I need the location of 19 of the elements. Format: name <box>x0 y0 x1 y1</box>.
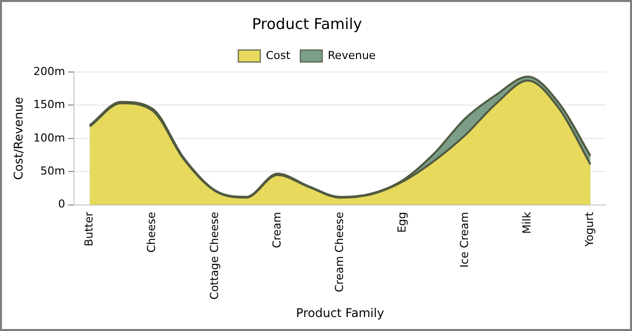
y-tick-label: 50m <box>40 164 66 178</box>
chart-title: Product Family <box>252 14 362 33</box>
x-tick-label: Cream Cheese <box>332 212 346 292</box>
y-axis-title: Cost/Revenue <box>11 96 26 180</box>
x-tick-label: Cottage Cheese <box>208 212 221 300</box>
x-tick-label: Egg <box>395 212 408 233</box>
y-tick-label: 100m <box>33 131 66 144</box>
x-tick-label: Ice Cream <box>458 212 472 268</box>
legend-label: Cost <box>266 48 291 62</box>
x-axis-title: Product Family <box>296 306 384 320</box>
x-tick-label: Cheese <box>145 212 158 253</box>
y-tick-label: 150m <box>33 98 66 112</box>
y-tick-label: 0 <box>58 198 66 211</box>
x-tick-label: Yogurt <box>583 211 596 248</box>
legend-label: Revenue <box>328 48 376 62</box>
x-tick-label: Butter <box>82 211 96 246</box>
x-tick-label: Milk <box>520 211 534 234</box>
x-tick-label: Cream <box>270 212 284 248</box>
y-tick-label: 200m <box>33 64 66 78</box>
